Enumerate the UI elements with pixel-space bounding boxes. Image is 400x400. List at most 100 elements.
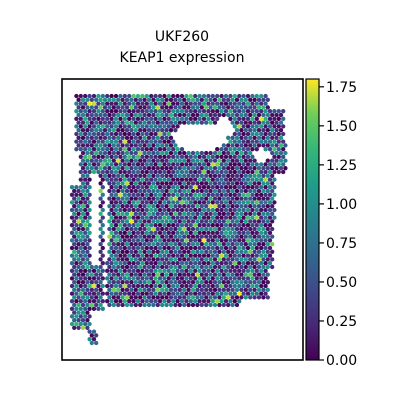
spot: [237, 208, 241, 212]
spot: [120, 189, 124, 193]
spot: [171, 238, 175, 242]
spot: [184, 162, 188, 166]
spot: [197, 223, 201, 227]
spot: [178, 280, 182, 284]
spot: [151, 151, 155, 155]
spot: [173, 166, 177, 170]
spot: [191, 189, 195, 193]
spot: [217, 280, 221, 284]
spot: [79, 291, 83, 295]
spot: [202, 231, 206, 235]
spot: [239, 250, 243, 254]
spot: [233, 231, 237, 235]
spot: [263, 200, 267, 204]
spot: [270, 227, 274, 231]
spot: [98, 136, 102, 140]
spot: [83, 139, 87, 143]
spot: [248, 189, 252, 193]
spot: [239, 136, 243, 140]
spot: [107, 242, 111, 246]
spot: [228, 269, 232, 273]
spot: [76, 280, 80, 284]
spot: [186, 158, 190, 162]
spot: [261, 204, 265, 208]
spot: [109, 223, 113, 227]
spot: [246, 177, 250, 181]
spot: [127, 238, 131, 242]
spot: [206, 117, 210, 121]
spot: [142, 143, 146, 147]
spot: [140, 284, 144, 288]
spot: [158, 94, 162, 98]
spot: [175, 223, 179, 227]
spot: [219, 185, 223, 189]
spot: [158, 215, 162, 219]
spot: [178, 120, 182, 124]
spot: [235, 303, 239, 307]
spot: [151, 234, 155, 238]
spot: [244, 151, 248, 155]
spot: [167, 94, 171, 98]
spot: [118, 291, 122, 295]
spot: [217, 295, 221, 299]
spot: [101, 215, 105, 219]
spot: [180, 208, 184, 212]
spot: [136, 109, 140, 113]
spot: [241, 276, 245, 280]
spot: [96, 284, 100, 288]
spot: [277, 109, 281, 113]
spot: [189, 185, 193, 189]
spot: [145, 139, 149, 143]
spot: [189, 162, 193, 166]
spot: [233, 132, 237, 136]
spot: [167, 231, 171, 235]
spot: [226, 257, 230, 261]
spot: [94, 113, 98, 117]
spot: [233, 162, 237, 166]
spot: [239, 288, 243, 292]
spot: [219, 147, 223, 151]
spot: [211, 276, 215, 280]
spot: [224, 299, 228, 303]
spot: [134, 166, 138, 170]
spot: [200, 257, 204, 261]
spot: [208, 166, 212, 170]
spot: [94, 158, 98, 162]
spot: [248, 204, 252, 208]
spot: [197, 238, 201, 242]
spot: [87, 117, 91, 121]
spot: [112, 158, 116, 162]
spot: [109, 200, 113, 204]
spot: [85, 189, 89, 193]
spot: [94, 265, 98, 269]
spot: [169, 250, 173, 254]
spot: [171, 231, 175, 235]
spot: [101, 253, 105, 257]
spot: [149, 117, 153, 121]
spot: [193, 291, 197, 295]
spot: [107, 257, 111, 261]
spot: [123, 177, 127, 181]
spot: [167, 147, 171, 151]
spot: [127, 117, 131, 121]
spot: [125, 303, 129, 307]
spot: [151, 212, 155, 216]
spot: [200, 113, 204, 117]
spot: [200, 272, 204, 276]
spot: [162, 162, 166, 166]
spot: [259, 253, 263, 257]
spot: [74, 193, 78, 197]
spot: [277, 155, 281, 159]
spot: [268, 109, 272, 113]
spot: [87, 269, 91, 273]
spot: [189, 238, 193, 242]
spot: [248, 151, 252, 155]
spot: [215, 208, 219, 212]
spot: [96, 109, 100, 113]
spot: [125, 196, 129, 200]
spot: [83, 261, 87, 265]
spot: [261, 212, 265, 216]
spot: [239, 204, 243, 208]
spot: [206, 109, 210, 113]
spot: [180, 269, 184, 273]
